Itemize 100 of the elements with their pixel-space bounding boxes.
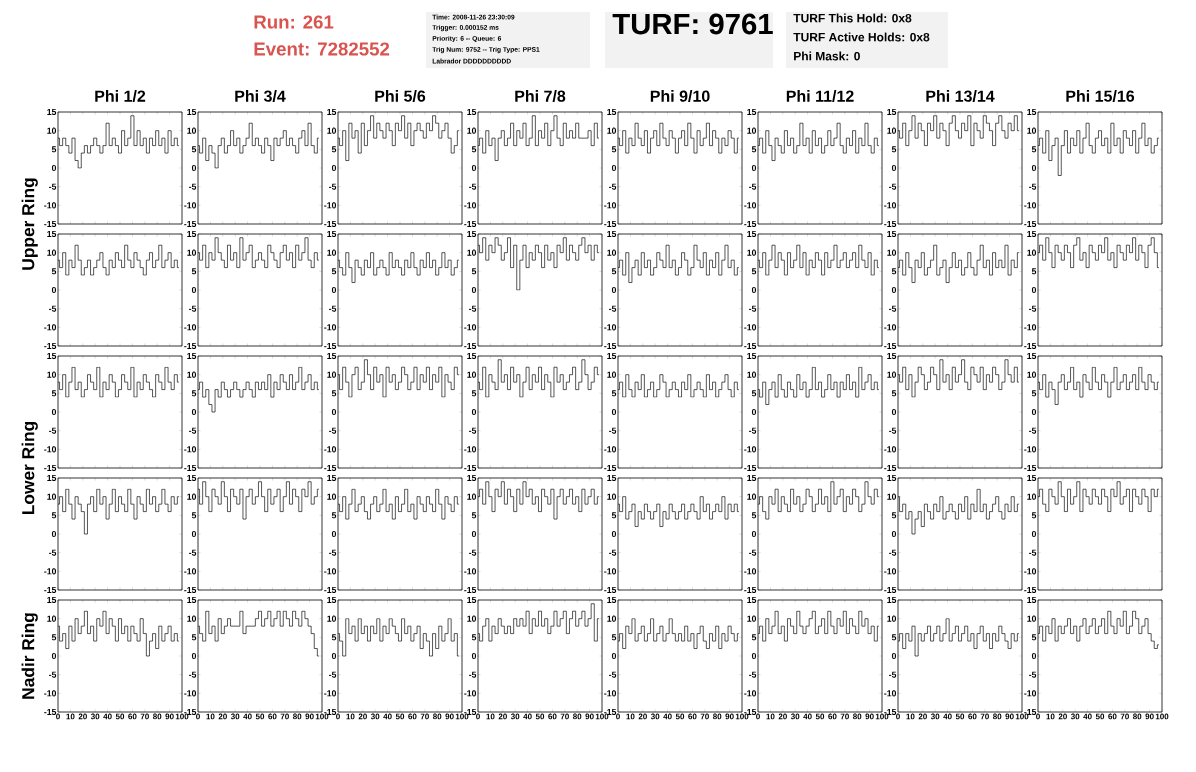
- x-tick-label: 50: [1095, 713, 1105, 720]
- y-tick-label: 0: [51, 164, 57, 172]
- y-tick-label: -15: [44, 342, 57, 350]
- x-tick-label: 70: [980, 713, 989, 720]
- y-tick-label: 10: [47, 371, 57, 378]
- x-tick-label: 100: [315, 713, 329, 720]
- x-tick-label: 50: [815, 713, 825, 720]
- y-tick-label: 0: [611, 286, 617, 294]
- y-tick-label: 10: [47, 615, 57, 622]
- y-tick-label: -10: [884, 446, 897, 453]
- y-tick-label: 15: [887, 596, 897, 604]
- x-tick-label: 30: [650, 713, 660, 720]
- x-tick-label: 50: [115, 713, 125, 720]
- y-tick-label: 10: [47, 127, 57, 134]
- y-tick-label: 5: [331, 634, 337, 641]
- y-tick-label: 0: [611, 408, 617, 416]
- y-tick-label: 0: [1031, 652, 1037, 660]
- x-tick-label: 70: [280, 713, 289, 720]
- y-tick-label: -5: [469, 671, 477, 678]
- y-tick-label: 10: [887, 249, 897, 256]
- y-tick-label: 10: [747, 615, 757, 622]
- y-tick-label: -5: [749, 305, 757, 312]
- y-tick-label: -10: [1024, 690, 1037, 697]
- x-tick-label: 100: [455, 713, 469, 720]
- y-tick-label: -15: [324, 342, 337, 350]
- x-tick-label: 90: [585, 713, 594, 720]
- y-tick-label: 0: [471, 164, 477, 172]
- y-tick-label: -10: [1024, 324, 1037, 331]
- y-tick-label: -15: [604, 464, 617, 472]
- x-tick-label: 60: [548, 713, 557, 720]
- y-tick-label: -10: [884, 568, 897, 575]
- y-tick-label: -5: [329, 305, 337, 312]
- y-tick-label: 15: [607, 352, 617, 360]
- y-tick-label: 0: [331, 530, 337, 538]
- y-tick-label: -15: [744, 220, 757, 228]
- y-tick-label: 5: [51, 146, 57, 153]
- y-tick-label: 15: [747, 108, 757, 116]
- y-tick-label: 5: [891, 146, 897, 153]
- y-tick-label: 15: [47, 230, 57, 238]
- y-tick-label: 5: [51, 512, 57, 519]
- y-tick-label: 10: [747, 493, 757, 500]
- y-tick-label: 10: [327, 249, 337, 256]
- y-tick-label: 15: [327, 596, 337, 604]
- x-tick-label: 30: [510, 713, 520, 720]
- y-tick-label: 5: [1031, 146, 1037, 153]
- y-tick-label: 5: [611, 390, 617, 397]
- y-tick-label: -5: [329, 183, 337, 190]
- y-tick-label: 5: [331, 390, 337, 397]
- x-tick-label: 60: [968, 713, 977, 720]
- y-tick-label: 15: [747, 230, 757, 238]
- y-tick-label: -5: [329, 549, 337, 556]
- y-tick-label: -15: [604, 586, 617, 594]
- x-tick-label: 90: [165, 713, 174, 720]
- y-tick-label: 0: [51, 286, 57, 294]
- y-tick-label: -10: [1024, 568, 1037, 575]
- y-tick-label: 5: [751, 634, 757, 641]
- y-tick-label: 15: [1027, 108, 1037, 116]
- y-tick-label: 10: [187, 371, 197, 378]
- text: Run: 261: [254, 15, 334, 29]
- y-tick-label: 0: [331, 408, 337, 416]
- y-tick-label: 10: [607, 249, 617, 256]
- chart-title: Phi 7/8: [515, 90, 566, 102]
- y-axis-title: Upper Ring: [21, 178, 38, 270]
- y-tick-label: 15: [1027, 474, 1037, 482]
- x-tick-label: 80: [853, 713, 862, 720]
- x-tick-label: 30: [230, 713, 240, 720]
- y-tick-label: -5: [469, 305, 477, 312]
- x-tick-label: 80: [433, 713, 442, 720]
- y-tick-label: -5: [889, 671, 897, 678]
- y-tick-label: 5: [51, 268, 57, 275]
- y-tick-label: 0: [1031, 530, 1037, 538]
- x-tick-label: 90: [725, 713, 734, 720]
- y-tick-label: 0: [751, 408, 757, 416]
- y-tick-label: 15: [47, 596, 57, 604]
- text: TURF: 9761: [612, 13, 773, 35]
- y-tick-label: -10: [184, 446, 197, 453]
- y-tick-label: 0: [751, 286, 757, 294]
- y-tick-label: 5: [471, 512, 477, 519]
- y-tick-label: 15: [887, 474, 897, 482]
- y-tick-label: -5: [609, 183, 617, 190]
- y-tick-label: -15: [464, 464, 477, 472]
- y-tick-label: -10: [324, 446, 337, 453]
- y-tick-label: 15: [1027, 352, 1037, 360]
- y-tick-label: 10: [887, 615, 897, 622]
- y-tick-label: -10: [604, 446, 617, 453]
- y-tick-label: 0: [51, 530, 57, 538]
- y-tick-label: 15: [47, 474, 57, 482]
- x-tick-label: 80: [713, 713, 722, 720]
- x-tick-label: 80: [293, 713, 302, 720]
- y-tick-label: -15: [1024, 464, 1037, 472]
- y-tick-label: 0: [331, 652, 337, 660]
- y-tick-label: -10: [184, 690, 197, 697]
- y-tick-label: 0: [331, 286, 337, 294]
- y-axis-title: Nadir Ring: [21, 613, 38, 699]
- y-tick-label: 5: [331, 146, 337, 153]
- y-tick-label: -15: [324, 464, 337, 472]
- y-tick-label: -15: [1024, 586, 1037, 594]
- x-tick-label: 50: [395, 713, 405, 720]
- y-tick-label: 0: [51, 652, 57, 660]
- y-tick-label: -10: [744, 202, 757, 209]
